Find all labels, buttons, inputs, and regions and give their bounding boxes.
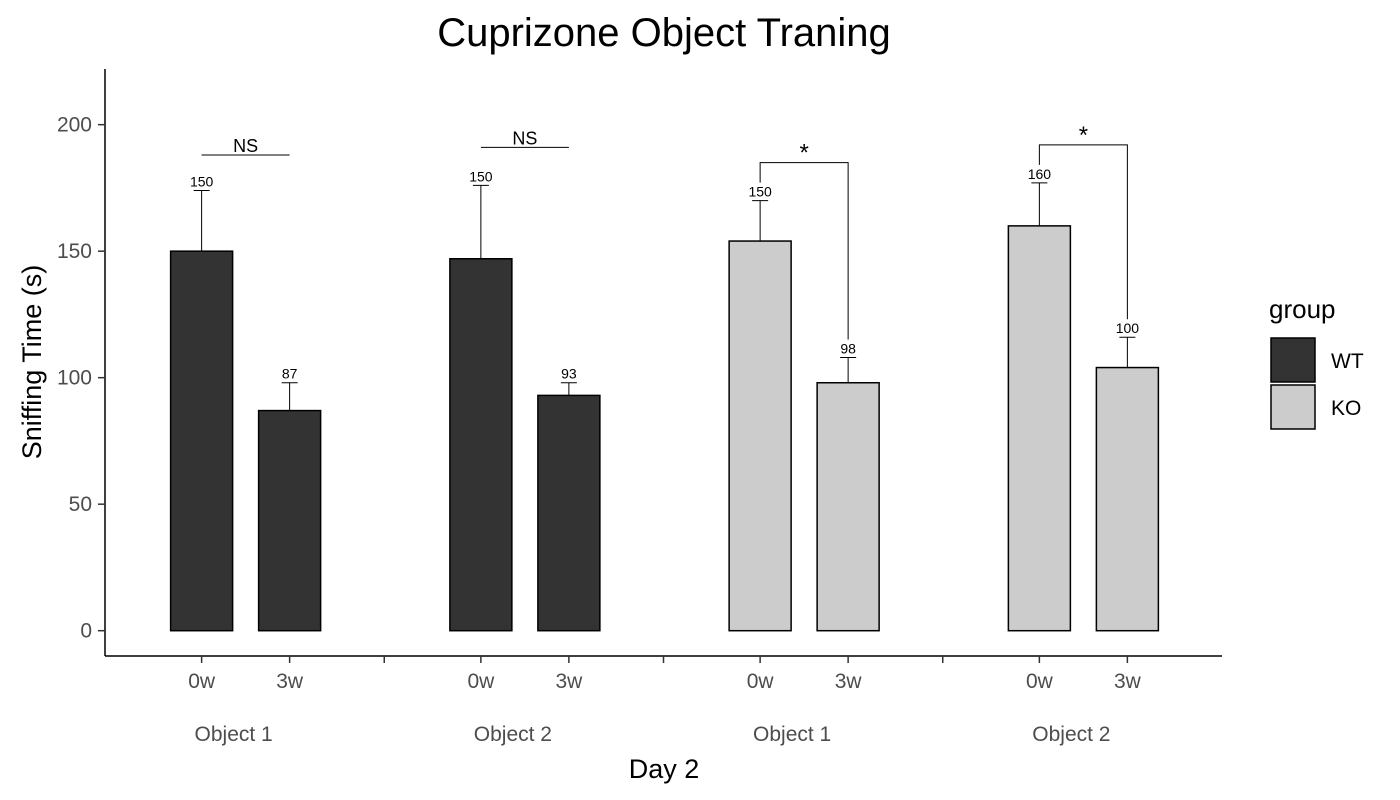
bar [728, 240, 792, 632]
bar [537, 394, 601, 632]
y-ticks: 0 50 100 150 200 [57, 114, 105, 643]
x-tick-label: 3w [1114, 670, 1142, 693]
bars: 150 87 150 93 150 98 160 100 [169, 166, 1160, 632]
x-tick-label: 0w [467, 670, 495, 693]
bar [1095, 366, 1160, 632]
significance-label: NS [233, 136, 258, 156]
significance-label: * [799, 140, 808, 167]
data-label: 150 [469, 168, 493, 184]
y-axis-title: Sniffing Time (s) [17, 265, 47, 460]
x-axis-title: Day 2 [629, 754, 700, 784]
x-group-label: Object 1 [753, 723, 831, 746]
x-tick-label: 3w [555, 670, 583, 693]
bar [449, 258, 513, 632]
data-label: 93 [561, 366, 577, 382]
x-group-label: Object 2 [474, 723, 552, 746]
legend: group WT KO [1269, 294, 1364, 430]
data-label: 160 [1028, 166, 1052, 182]
bar [257, 409, 322, 632]
y-tick-label: 100 [57, 367, 92, 390]
y-tick-label: 200 [57, 114, 92, 137]
x-ticks: Object 1 0w 3w Object 2 0w 3w Object 1 0w 3w Obje… [188, 656, 1142, 746]
x-group-label: Object 1 [195, 723, 273, 746]
legend-label: KO [1331, 397, 1361, 420]
data-label: 150 [190, 173, 214, 189]
x-tick-label: 0w [747, 670, 775, 693]
y-tick-label: 50 [69, 493, 92, 516]
x-tick-label: 3w [276, 670, 304, 693]
significance-bracket [759, 162, 849, 340]
bar [1007, 225, 1072, 632]
significance-label: * [1079, 122, 1088, 149]
x-tick-label: 3w [835, 670, 863, 693]
legend-swatch [1270, 337, 1316, 383]
data-label: 98 [840, 340, 856, 356]
data-label: 87 [282, 366, 298, 382]
significance-annotations: NS NS * * [201, 122, 1128, 340]
x-tick-label: 0w [1026, 670, 1054, 693]
data-label: 150 [748, 184, 772, 200]
data-label: 100 [1116, 320, 1140, 336]
legend-title: group [1269, 294, 1336, 324]
legend-label: WT [1331, 350, 1364, 373]
chart-title: Cuprizone Object Traning [437, 11, 891, 55]
y-tick-label: 0 [80, 620, 92, 643]
x-tick-label: 0w [188, 670, 216, 693]
y-tick-label: 150 [57, 240, 92, 263]
legend-swatch [1270, 384, 1316, 430]
significance-label: NS [512, 128, 537, 148]
significance-bracket [1038, 144, 1128, 320]
x-group-label: Object 2 [1032, 723, 1110, 746]
bar [816, 381, 880, 632]
bar [169, 250, 234, 632]
